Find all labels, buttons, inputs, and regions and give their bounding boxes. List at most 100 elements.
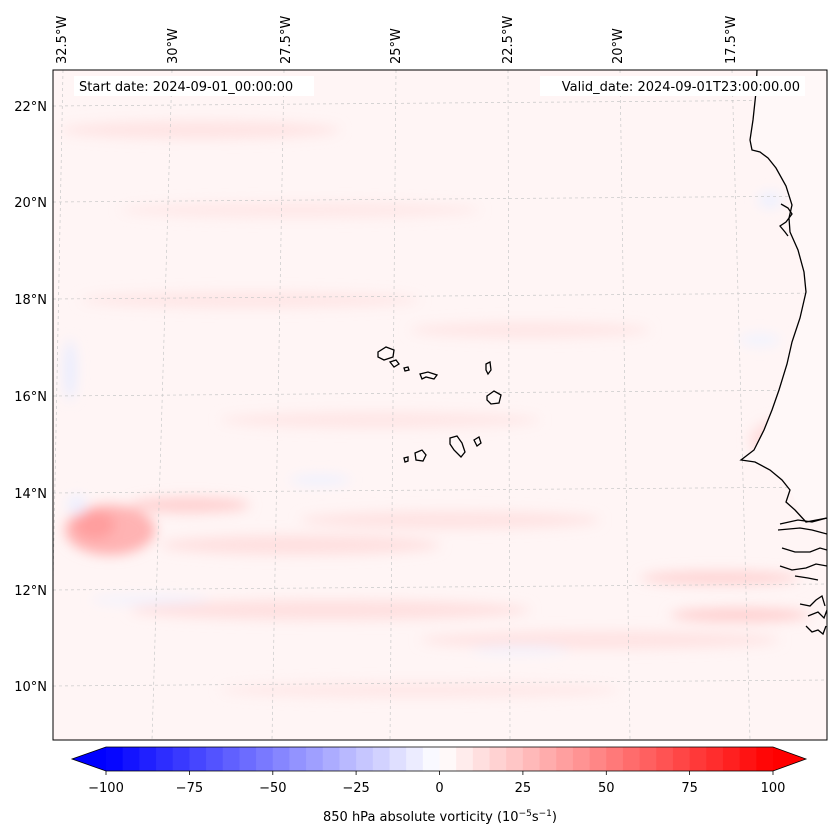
colorbar-cell (589, 747, 607, 771)
map-panel: Start date: 2024-09-01_00:00:00 Valid_da… (53, 70, 827, 740)
map-background (53, 70, 827, 740)
lat-label-10n: 10°N (14, 680, 47, 695)
cb-tick-50: 50 (598, 781, 615, 796)
africa-coast-line (739, 70, 827, 523)
gambia-coast (777, 517, 827, 636)
colorbar-cell (322, 747, 341, 771)
colorbar-cell (122, 747, 140, 771)
colorbar-tick-labels: −100 −75 −50 −25 0 25 50 75 100 (88, 781, 785, 796)
latitude-labels: 22°N 20°N 18°N 16°N 14°N 12°N 10°N (14, 100, 47, 695)
island-boa-vista (486, 390, 502, 405)
colorbar-extend-min (72, 747, 106, 771)
africa-coastline (741, 70, 827, 740)
colorbar-cell (472, 747, 491, 771)
colorbar-cell (439, 747, 457, 771)
lat-label-20n: 20°N (14, 196, 47, 211)
lon-label-25w: 25°W (389, 28, 404, 64)
colorbar-cell (139, 747, 157, 771)
valid-date-box (540, 76, 805, 96)
cb-label-exp2: −1 (539, 809, 552, 819)
lat-label-18n: 18°N (14, 293, 47, 308)
colorbar-cell (372, 747, 391, 771)
cb-tick-minus-25: −25 (342, 781, 369, 796)
cb-tick-75: 75 (681, 781, 698, 796)
colorbar-cell (206, 747, 224, 771)
colorbar-cell (356, 747, 374, 771)
lat-label-12n: 12°N (14, 584, 47, 599)
island-sao-vicente (388, 359, 400, 368)
colorbar-cell (556, 747, 574, 771)
colorbar-extend-max (773, 747, 806, 771)
cb-label-end: ) (552, 810, 557, 825)
colorbar-cell (289, 747, 307, 771)
colorbar-cell (389, 747, 407, 771)
colorbar-cell (606, 747, 624, 771)
cb-label-exp1: −5 (519, 809, 532, 819)
map-frame (52, 69, 828, 741)
colorbar-cell (489, 747, 507, 771)
cb-tick-minus-75: −75 (176, 781, 203, 796)
island-fogo (414, 449, 427, 462)
colorbar-cell (522, 747, 541, 771)
island-sal (485, 361, 492, 376)
colorbar-cell (106, 747, 124, 771)
start-date-box (74, 76, 314, 96)
colorbar-cell (722, 747, 741, 771)
lon-label-32-5w: 32.5°W (55, 16, 70, 64)
colorbar-cell (622, 747, 641, 771)
colorbar-cell (456, 747, 474, 771)
colorbar-cell (656, 747, 674, 771)
cb-tick-25: 25 (515, 781, 532, 796)
colorbar-cell (639, 747, 657, 771)
colorbar-ticks (105, 771, 774, 775)
lon-label-20w: 20°W (611, 28, 626, 64)
lon-label-17-5w: 17.5°W (724, 16, 739, 64)
island-brava (403, 456, 409, 463)
lat-label-22n: 22°N (14, 100, 47, 115)
lon-label-30w: 30°W (166, 28, 181, 64)
colorbar-cell (539, 747, 557, 771)
colorbar-cell (406, 747, 424, 771)
colorbar-cell (306, 747, 324, 771)
cb-tick-minus-100: −100 (88, 781, 124, 796)
colorbar-cell (239, 747, 257, 771)
island-santo-antao (377, 346, 395, 361)
colorbar-cell (422, 747, 441, 771)
cape-verde-islands (377, 346, 502, 463)
island-santa-luzia (403, 366, 410, 372)
coast-notch (779, 203, 793, 237)
colorbar-cell (272, 747, 291, 771)
colorbar-cell (572, 747, 591, 771)
cb-label-main: 850 hPa absolute vorticity (10 (323, 810, 519, 825)
colorbar: −100 −75 −50 −25 0 25 50 75 100 850 hPa … (70, 746, 808, 825)
cb-label-mid: s (532, 810, 539, 825)
colorbar-label: 850 hPa absolute vorticity (10−5s−1) (323, 809, 557, 825)
colorbar-cell (222, 747, 241, 771)
colorbar-cell (156, 747, 174, 771)
island-sao-nicolau (419, 371, 439, 380)
lat-label-16n: 16°N (14, 390, 47, 405)
colorbar-cell (189, 747, 207, 771)
colorbar-cell (739, 747, 757, 771)
longitude-labels: 32.5°W 30°W 27.5°W 25°W 22.5°W 20°W 17.5… (55, 16, 739, 64)
colorbar-cell (706, 747, 724, 771)
colorbar-cell (756, 747, 774, 771)
cb-tick-minus-50: −50 (259, 781, 286, 796)
colorbar-cell (339, 747, 357, 771)
lon-label-22-5w: 22.5°W (501, 16, 516, 64)
colorbar-cells (72, 747, 806, 771)
cb-tick-0: 0 (435, 781, 443, 796)
lat-label-14n: 14°N (14, 487, 47, 502)
island-santiago (449, 435, 466, 458)
colorbar-cell (672, 747, 691, 771)
colorbar-cell (506, 747, 524, 771)
lon-label-27-5w: 27.5°W (279, 16, 294, 64)
valid-date-label: Valid_date: 2024-09-01T23:00:00.00 (562, 80, 800, 95)
colorbar-cell (689, 747, 707, 771)
colorbar-cell (256, 747, 274, 771)
colorbar-cell (172, 747, 190, 771)
island-maio (473, 436, 482, 447)
start-date-label: Start date: 2024-09-01_00:00:00 (79, 80, 293, 95)
graticule (53, 70, 827, 740)
